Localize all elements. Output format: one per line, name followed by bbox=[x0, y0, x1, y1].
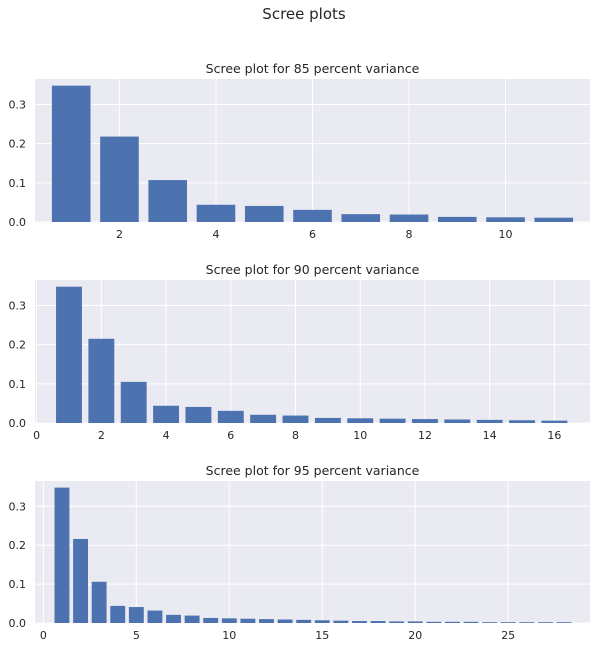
bar bbox=[437, 216, 477, 222]
x-tick-label: 0 bbox=[33, 429, 40, 442]
y-tick-label: 0.0 bbox=[9, 617, 27, 630]
x-tick-label: 10 bbox=[499, 228, 513, 241]
y-tick-label: 0.2 bbox=[9, 339, 27, 352]
x-tick-label: 4 bbox=[163, 429, 170, 442]
x-tick-label: 15 bbox=[315, 629, 329, 642]
x-tick-label: 2 bbox=[116, 228, 123, 241]
bar bbox=[314, 620, 330, 623]
x-tick-label: 8 bbox=[406, 228, 413, 241]
x-tick-label: 6 bbox=[227, 429, 234, 442]
x-tick-label: 25 bbox=[501, 629, 515, 642]
bar bbox=[250, 414, 277, 423]
bar bbox=[282, 415, 309, 423]
y-tick-label: 0.3 bbox=[9, 299, 27, 312]
bar bbox=[534, 217, 574, 222]
y-tick-label: 0.0 bbox=[9, 417, 27, 430]
bar bbox=[277, 619, 293, 623]
bar bbox=[51, 85, 91, 222]
bar bbox=[537, 622, 553, 623]
bar bbox=[221, 618, 237, 623]
bar bbox=[341, 214, 381, 222]
bar bbox=[352, 621, 367, 623]
bar bbox=[426, 621, 442, 623]
bar bbox=[476, 419, 503, 423]
bar bbox=[444, 419, 471, 423]
subplot-title: Scree plot for 90 percent variance bbox=[206, 262, 420, 277]
bar bbox=[100, 136, 139, 222]
y-tick-label: 0.1 bbox=[9, 177, 27, 190]
x-tick-label: 6 bbox=[309, 228, 316, 241]
y-tick-label: 0.3 bbox=[9, 500, 27, 513]
x-tick-label: 10 bbox=[353, 429, 367, 442]
bar bbox=[217, 410, 244, 423]
x-tick-label: 5 bbox=[133, 629, 140, 642]
bar bbox=[56, 286, 82, 423]
bar bbox=[120, 381, 147, 423]
bar bbox=[482, 622, 498, 623]
bar bbox=[296, 619, 312, 623]
x-tick-label: 2 bbox=[98, 429, 105, 442]
y-tick-label: 0.1 bbox=[9, 578, 27, 591]
y-tick-label: 0.0 bbox=[9, 216, 27, 229]
bar bbox=[128, 607, 144, 623]
bar bbox=[203, 617, 219, 623]
bar bbox=[147, 610, 163, 623]
bar bbox=[259, 619, 274, 623]
x-tick-label: 4 bbox=[212, 228, 219, 241]
plot-area bbox=[35, 481, 590, 623]
bar bbox=[110, 605, 126, 623]
plot-area bbox=[35, 280, 590, 423]
scree-plot-1: 2 4 6 8 10 0.0 0.1 0.2 0.3 Scree plot for 85 perc… bbox=[9, 61, 590, 241]
y-tick-label: 0.2 bbox=[9, 539, 27, 552]
bar bbox=[244, 205, 284, 222]
bar bbox=[519, 622, 535, 623]
y-tick-label: 0.1 bbox=[9, 378, 27, 391]
y-tick-label: 0.3 bbox=[9, 98, 27, 111]
figure-title: Scree plots bbox=[262, 5, 346, 23]
bar bbox=[389, 621, 405, 623]
subplot-title: Scree plot for 95 percent variance bbox=[206, 463, 420, 478]
subplot-title: Scree plot for 85 percent variance bbox=[206, 61, 420, 76]
bar bbox=[185, 406, 212, 423]
bar bbox=[412, 419, 438, 423]
x-tick-label: 8 bbox=[292, 429, 299, 442]
bar bbox=[293, 209, 332, 222]
bar bbox=[444, 621, 460, 623]
y-tick-label: 0.2 bbox=[9, 138, 27, 151]
bar bbox=[370, 621, 386, 623]
bar bbox=[240, 618, 256, 623]
bar bbox=[556, 622, 572, 623]
bar bbox=[379, 418, 406, 423]
bar bbox=[184, 615, 200, 623]
bar bbox=[91, 581, 107, 623]
x-tick-label: 12 bbox=[418, 429, 432, 442]
bar bbox=[486, 217, 525, 222]
bar bbox=[347, 418, 374, 423]
x-tick-label: 0 bbox=[40, 629, 47, 642]
bar bbox=[196, 204, 236, 222]
bar bbox=[509, 420, 535, 423]
scree-plot-2: 0 2 4 6 8 10 12 14 16 0.0 0.1 0.2 0.3 Scree plot for … bbox=[9, 262, 590, 442]
bar bbox=[541, 420, 568, 423]
bar bbox=[333, 620, 349, 623]
bar bbox=[148, 180, 188, 222]
bar bbox=[463, 621, 479, 623]
bar bbox=[54, 487, 70, 623]
x-tick-label: 14 bbox=[483, 429, 497, 442]
bar bbox=[314, 417, 341, 423]
scree-plot-3: 0 5 10 15 20 25 0.0 0.1 0.2 0.3 Scree plot for 95 … bbox=[9, 463, 590, 642]
bar bbox=[73, 538, 88, 623]
bar bbox=[389, 214, 429, 222]
x-tick-label: 10 bbox=[222, 629, 236, 642]
bar bbox=[166, 614, 181, 623]
bar bbox=[500, 622, 516, 623]
bar bbox=[88, 338, 115, 423]
bar bbox=[407, 621, 423, 623]
bar bbox=[153, 405, 180, 423]
x-tick-label: 20 bbox=[408, 629, 422, 642]
x-tick-label: 16 bbox=[547, 429, 561, 442]
